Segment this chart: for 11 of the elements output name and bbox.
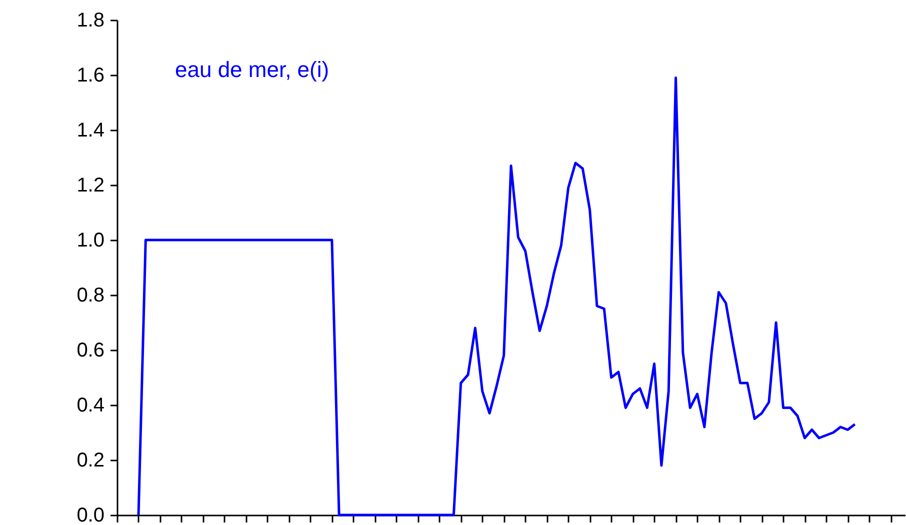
y-tick-label: 1.6 <box>76 64 104 86</box>
y-tick-label: 0.8 <box>76 284 104 306</box>
y-tick-label: 1.8 <box>76 10 104 32</box>
text: eau de mer, e(i) <box>175 57 330 82</box>
y-tick-label: 1.0 <box>76 230 104 252</box>
y-tick-label: 1.4 <box>76 120 104 142</box>
y-tick-label: 1.2 <box>76 174 104 196</box>
y-tick-label: 0.2 <box>76 450 104 472</box>
y-tick-label: 0.6 <box>76 340 104 362</box>
y-tick-label: 0.4 <box>76 394 104 416</box>
y-tick-label: 0.0 <box>76 504 104 525</box>
